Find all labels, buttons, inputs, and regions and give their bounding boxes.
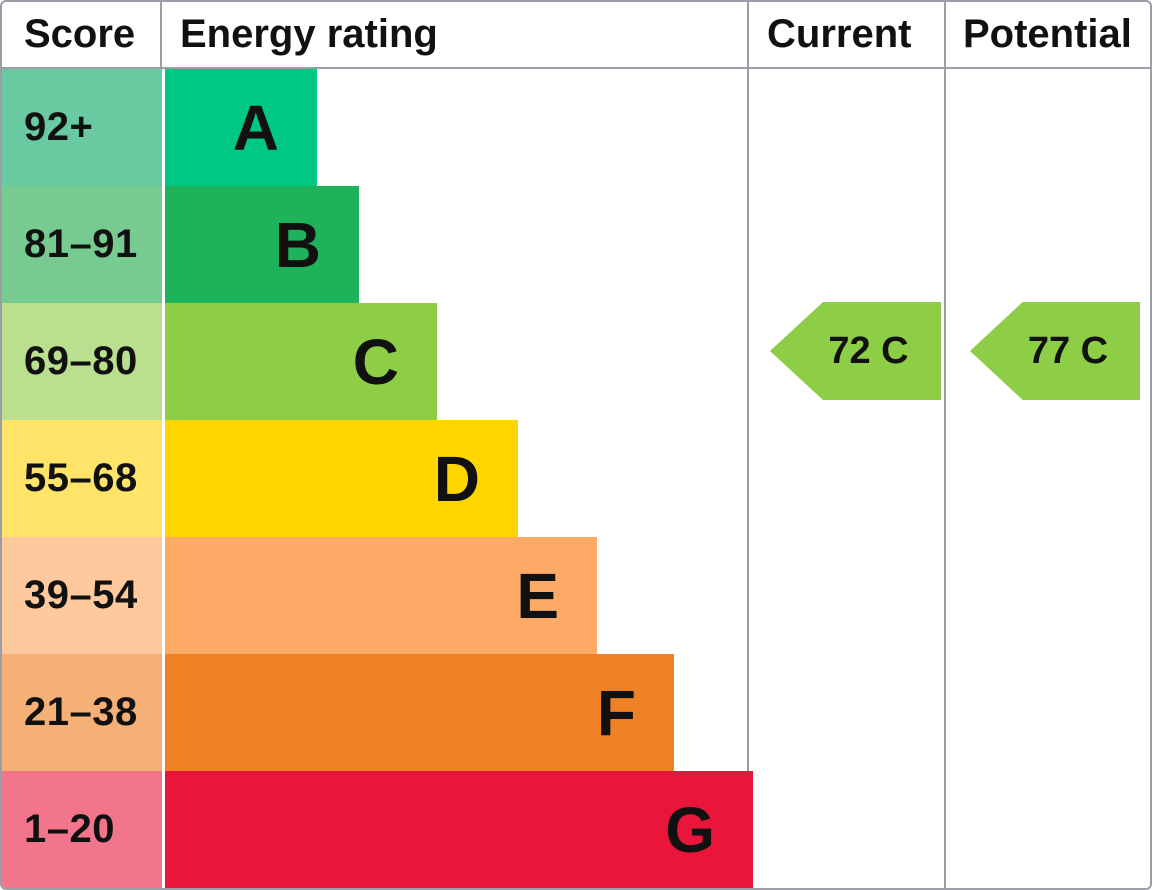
current-column-header: Current (767, 12, 912, 56)
bar-gap (162, 186, 165, 303)
band-bar-e: E (165, 537, 597, 654)
band-row-b: 81–91 B (2, 186, 1150, 303)
band-bar-b: B (165, 186, 359, 303)
band-bar-c: C (165, 303, 437, 420)
band-row-e: 39–54 E (2, 537, 1150, 654)
bar-gap (162, 69, 165, 186)
bar-gap (162, 537, 165, 654)
score-range-a: 92+ (2, 69, 162, 186)
bar-gap (162, 303, 165, 420)
energy-rating-column-header: Energy rating (180, 12, 438, 56)
band-bar-a: A (165, 69, 317, 186)
band-row-f: 21–38 F (2, 654, 1150, 771)
potential-column-divider (944, 2, 946, 888)
band-bar-f: F (165, 654, 674, 771)
potential-column-header: Potential (963, 12, 1132, 56)
score-range-f: 21–38 (2, 654, 162, 771)
band-rows: 92+ A 81–91 B 69–80 C 55–68 D 39–54 E 21… (2, 69, 1150, 888)
band-bar-g: G (165, 771, 753, 888)
score-column-header: Score (2, 2, 162, 67)
bar-gap (162, 420, 165, 537)
current-column-divider (747, 2, 749, 888)
bar-gap (162, 771, 165, 888)
band-row-d: 55–68 D (2, 420, 1150, 537)
band-row-a: 92+ A (2, 69, 1150, 186)
score-range-b: 81–91 (2, 186, 162, 303)
chart-header: Score Energy rating Current Potential (2, 2, 1150, 69)
band-row-c: 69–80 C (2, 303, 1150, 420)
score-range-g: 1–20 (2, 771, 162, 888)
score-range-d: 55–68 (2, 420, 162, 537)
score-range-c: 69–80 (2, 303, 162, 420)
score-range-e: 39–54 (2, 537, 162, 654)
bar-gap (162, 654, 165, 771)
band-row-g: 1–20 G (2, 771, 1150, 888)
band-bar-d: D (165, 420, 518, 537)
